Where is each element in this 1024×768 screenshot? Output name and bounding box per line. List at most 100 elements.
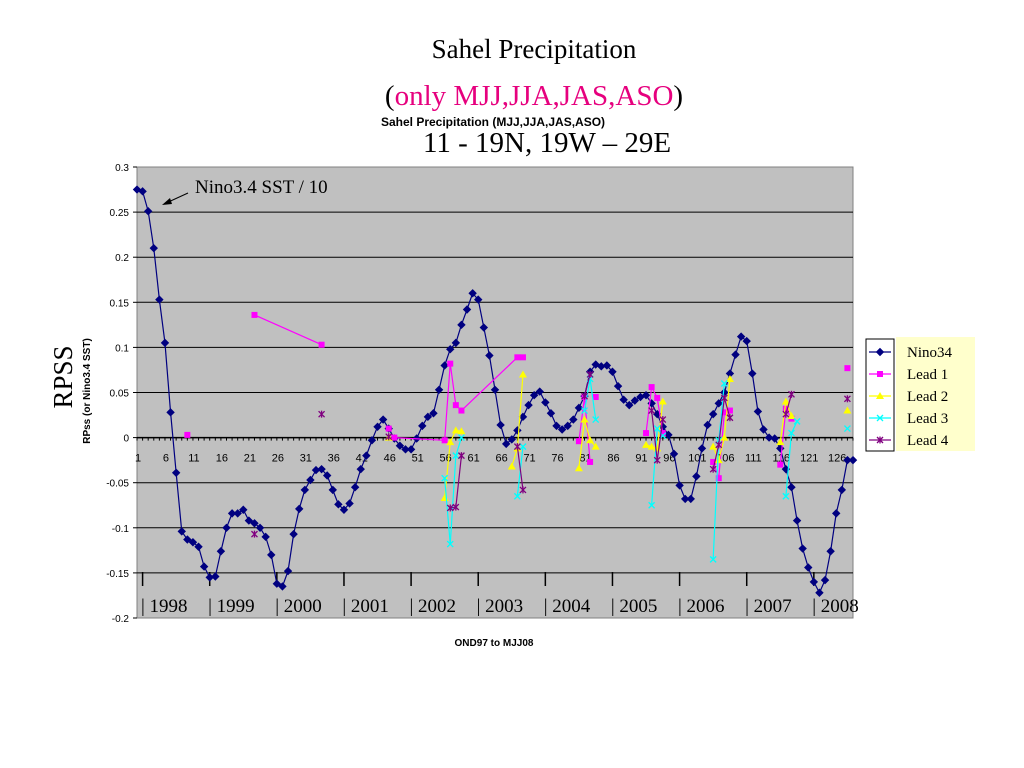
nino34-point (770, 434, 779, 443)
lead-2-segment (511, 448, 518, 467)
x-tick-label: 26 (272, 453, 284, 465)
nino34-point (440, 361, 449, 370)
legend-label-box (896, 337, 975, 451)
nino34-point (703, 420, 712, 430)
nino34-point (742, 336, 751, 346)
lead-3-point (519, 443, 527, 451)
lead-2-point (591, 442, 600, 450)
lead-4-point (452, 503, 460, 511)
lead-2-point (586, 436, 595, 444)
nino34-point (289, 529, 298, 539)
lead-2-segment (779, 401, 787, 443)
nino34-point (350, 483, 360, 492)
lead-2-point (787, 411, 796, 419)
nino34-point (434, 385, 444, 395)
lead-1-point (777, 461, 784, 468)
lead-1-point (587, 458, 594, 465)
lead-2-point (781, 397, 790, 405)
nino34-point (820, 575, 830, 585)
x-tick-label: 31 (300, 453, 312, 465)
x-tick-label: 21 (244, 453, 256, 465)
nino34-point (518, 412, 528, 422)
lead-2-point (580, 415, 589, 423)
nino34-point (630, 396, 640, 405)
nino34-point (255, 523, 265, 533)
lead-4-point (659, 416, 667, 424)
series-lead-3 (441, 375, 851, 563)
lead-1-segment (779, 408, 787, 465)
lead-2-segment (583, 419, 591, 441)
lead-2-point (709, 442, 718, 450)
nino34-point (552, 421, 561, 431)
lead-2-segment (656, 401, 664, 449)
lead-1-point (726, 407, 733, 414)
nino34-point (759, 425, 768, 434)
nino34-point (557, 425, 567, 434)
nino34-point (485, 351, 494, 360)
legend: Nino34 Lead 1 Lead 2 Lead 3 Lead 4 (865, 337, 975, 452)
y-tick-label: -0.2 (112, 614, 130, 625)
nino34-point (423, 412, 433, 422)
slide-title: Sahel Precipitation (432, 34, 637, 64)
lead-3-point (843, 425, 851, 433)
nino34-point (501, 439, 511, 449)
nino34-point (211, 572, 220, 581)
nino34-point (367, 436, 377, 445)
nino34-point (798, 544, 807, 553)
lead-1-segment (578, 396, 586, 442)
lead-2-point (518, 370, 527, 378)
lead-3-point (513, 492, 521, 500)
lead-1-point (710, 458, 717, 465)
lead-1-point (385, 425, 392, 432)
nino34-point (496, 420, 505, 430)
y-tick-label: -0.05 (106, 479, 129, 490)
nino34-point (339, 505, 349, 514)
nino34-point (261, 532, 270, 542)
lead-4-point (788, 390, 795, 398)
nino34-point (149, 243, 158, 253)
x-tick-label: 66 (495, 453, 507, 465)
nino34-point (143, 206, 153, 216)
nino34-point (664, 430, 673, 440)
lead-1-segment (394, 437, 445, 441)
nino34-point (837, 485, 847, 495)
lead-1-point (514, 354, 521, 361)
year-label: | 2006 (678, 596, 725, 617)
nino34-point (669, 449, 679, 459)
nino34-point (166, 408, 175, 417)
nino34-point (848, 455, 858, 465)
lead-1-point (447, 360, 454, 367)
year-label: | 2003 (477, 596, 524, 617)
nino34-point (792, 516, 802, 525)
nino34-point (160, 338, 170, 348)
year-label: | 1998 (141, 596, 188, 617)
nino34-point (625, 400, 634, 410)
nino34-point (356, 464, 365, 474)
lead-1-segment (254, 314, 322, 346)
slide-subtitle: (only MJJ,JJA,JAS,ASO) (385, 80, 683, 112)
big-y-label: RPSS (48, 345, 78, 408)
lead-4-point (843, 395, 851, 403)
year-axis: | 1998 | 1999 | 2000 | 2001 | 2002 | 2003 | 20… (141, 572, 859, 617)
nino34-point (541, 398, 550, 407)
y-axis-label: RPss (or Nino3.4 SST) (82, 338, 93, 444)
lead-4-point (648, 407, 656, 415)
y-tick-label: 0.25 (110, 208, 130, 219)
lead-4-segment (455, 455, 463, 508)
nino34-point (843, 455, 852, 465)
x-tick-label: 56 (440, 453, 452, 465)
nino34-point (267, 550, 276, 560)
lead-2-point (642, 440, 651, 448)
x-tick-label: 101 (688, 453, 706, 465)
lead-3-point (446, 540, 454, 548)
lead-3-point (720, 380, 728, 387)
lead-1-point (391, 434, 398, 441)
nino34-point (462, 305, 472, 314)
lead-4-point (715, 441, 723, 449)
nino34-point (686, 494, 695, 504)
nino34-point (804, 563, 813, 572)
lead-1-segment (461, 356, 518, 411)
lead-2-point (725, 374, 734, 382)
lead-4-point (385, 433, 393, 441)
